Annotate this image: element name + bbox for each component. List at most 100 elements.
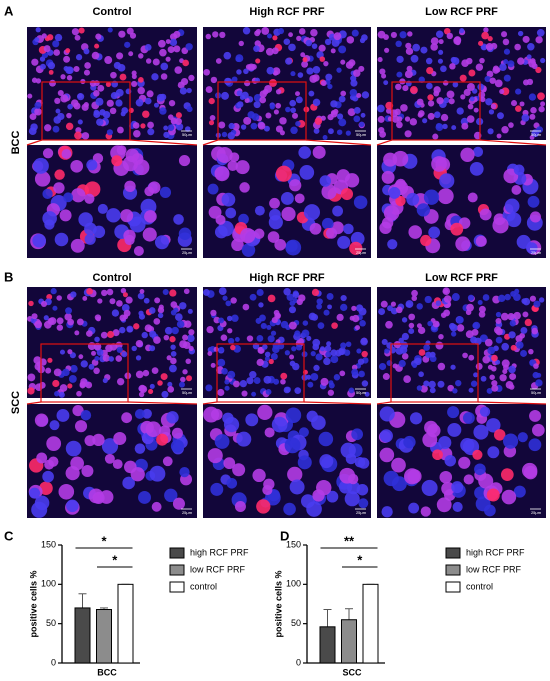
nucleus [31,58,39,66]
nucleus [409,412,423,425]
nucleus [360,112,366,118]
nucleus [27,373,36,382]
legend-swatch [169,547,185,559]
nucleus [160,73,168,80]
nucleus [210,76,218,84]
nucleus [144,44,152,51]
nucleus [120,288,127,294]
nucleus [390,31,397,39]
nucleus [257,122,266,130]
nucleus [110,92,118,100]
nucleus [529,211,541,223]
nucleus [447,406,460,419]
nucleus [308,90,315,97]
nucleus [443,288,449,294]
nucleus [275,102,282,109]
nucleus [244,80,251,87]
nucleus [340,59,346,65]
significance-label: * [112,552,118,567]
nucleus [295,120,301,127]
nucleus [222,295,228,301]
nucleus [410,54,419,63]
nucleus [221,91,229,100]
nucleus [93,109,100,116]
nucleus [38,381,46,389]
nucleus [267,294,276,303]
nucleus [325,73,333,81]
nucleus [174,66,183,74]
nucleus [288,321,297,330]
nucleus [178,227,192,240]
nucleus [173,214,184,225]
nucleus [131,80,138,88]
nucleus [264,351,271,358]
nucleus [216,146,233,163]
nucleus [486,387,493,394]
nucleus [70,364,78,373]
nucleus [41,33,47,39]
nucleus [407,31,413,37]
nucleus [513,293,521,302]
nucleus [227,132,236,140]
nucleus [491,384,499,392]
nucleus [466,303,474,312]
nucleus [380,300,388,308]
nucleus [460,147,475,162]
nucleus [256,499,271,514]
micrograph: 50μm [377,287,546,398]
nucleus [477,300,483,306]
nucleus [268,358,274,365]
micrograph: 50μm [377,27,546,140]
nucleus [78,354,84,360]
scale-bar-label: 25μm [356,510,367,515]
nucleus [451,125,457,131]
nucleus [60,94,69,103]
nucleus [331,322,338,329]
micrograph: 25μm [377,145,546,258]
nucleus [409,86,418,94]
nucleus [218,220,234,237]
nucleus [425,351,432,359]
nucleus [151,73,159,81]
nucleus [94,314,102,321]
nucleus [117,126,124,134]
nucleus [319,454,334,469]
nucleus [58,483,75,500]
legend-swatch [169,564,185,576]
nucleus [294,387,302,395]
nucleus [135,98,144,107]
significance-label: * [101,533,107,548]
nucleus [502,38,510,46]
nucleus [126,325,134,333]
nucleus [408,225,422,239]
nucleus [56,409,70,422]
nucleus [144,186,155,197]
x-tick-label: BCC [97,667,117,677]
nucleus [208,120,215,126]
nucleus [280,191,294,205]
nucleus [53,368,62,377]
nucleus [528,348,534,355]
nucleus [351,368,359,376]
nucleus [351,305,357,312]
significance-label: ** [344,533,355,548]
nucleus [347,481,361,495]
nucleus [74,34,81,41]
nucleus [207,183,219,195]
nucleus [97,203,108,214]
nucleus [153,336,161,344]
nucleus [340,342,347,349]
nucleus [475,235,487,247]
nucleus [297,72,304,78]
nucleus [302,320,309,326]
nucleus [108,356,115,362]
nucleus [72,404,84,417]
nucleus [326,341,332,347]
nucleus [34,101,42,109]
nucleus [210,362,216,368]
nucleus [85,381,93,389]
legend-swatch [169,581,185,593]
column-header: High RCF PRF [249,272,324,284]
nucleus [433,90,440,97]
nucleus [246,335,254,342]
